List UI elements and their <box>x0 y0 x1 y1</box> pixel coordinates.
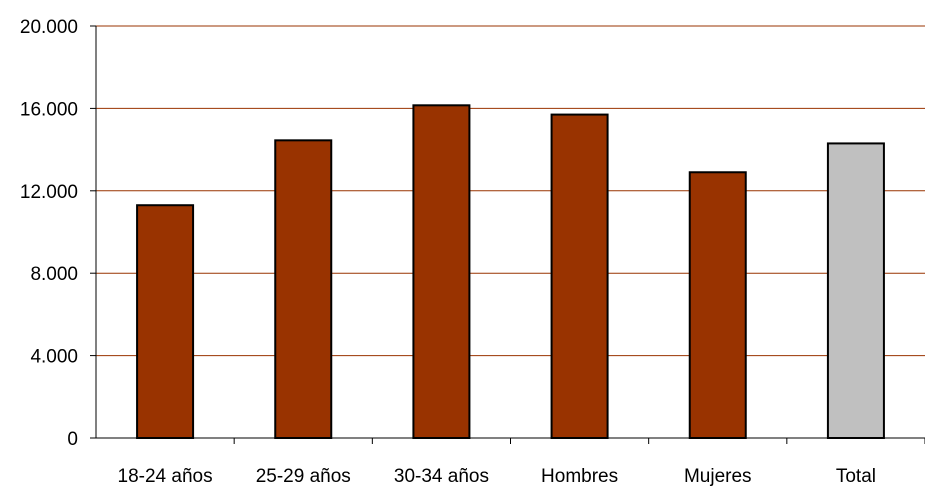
bar <box>136 204 195 439</box>
x-tick-label: Mujeres <box>684 466 752 487</box>
bar <box>550 113 609 440</box>
bar <box>688 171 747 439</box>
gridlines <box>96 25 925 357</box>
y-tick-label: 16.000 <box>20 99 78 120</box>
x-tick-label: 30-34 años <box>394 466 489 487</box>
y-tick-label: 0 <box>67 429 78 450</box>
axis-labels: 0 4.000 8.000 12.000 16.000 20.000 18-24 años 2… <box>20 17 876 487</box>
bar <box>826 142 885 439</box>
x-tick-label: 18-24 años <box>118 466 213 487</box>
bar <box>274 139 333 440</box>
x-tick-label: 25-29 años <box>256 466 351 487</box>
bar <box>412 104 471 439</box>
bars <box>136 104 885 440</box>
y-tick-label: 20.000 <box>20 17 78 38</box>
x-tick-label: Total <box>836 466 876 487</box>
y-tick-label: 8.000 <box>30 264 78 285</box>
x-tick-label: Hombres <box>541 466 618 487</box>
axes <box>90 25 925 444</box>
y-tick-label: 12.000 <box>20 182 78 203</box>
y-tick-label: 4.000 <box>30 347 78 368</box>
